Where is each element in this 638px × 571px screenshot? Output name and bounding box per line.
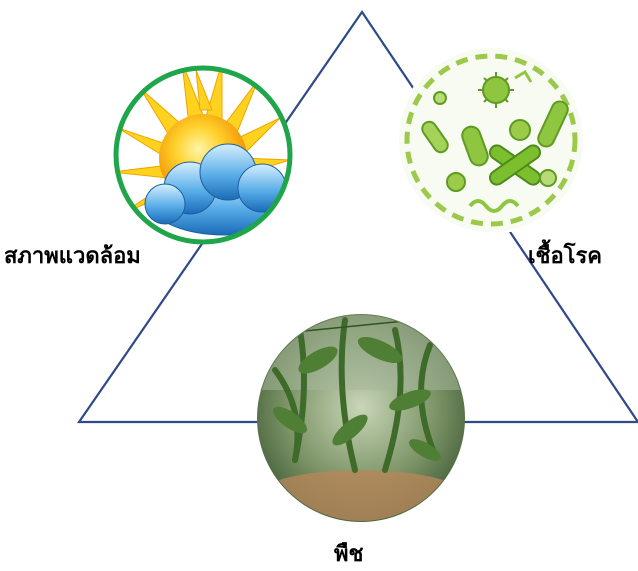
sun-and-cloud-icon <box>113 65 293 245</box>
plant-label: พืช <box>334 542 364 567</box>
environment-label: สภาพแวดล้อม <box>4 244 141 269</box>
pathogen-label: เชื้อโรค <box>528 244 603 269</box>
plant-photo <box>257 314 465 522</box>
microbes-icon <box>397 46 585 234</box>
